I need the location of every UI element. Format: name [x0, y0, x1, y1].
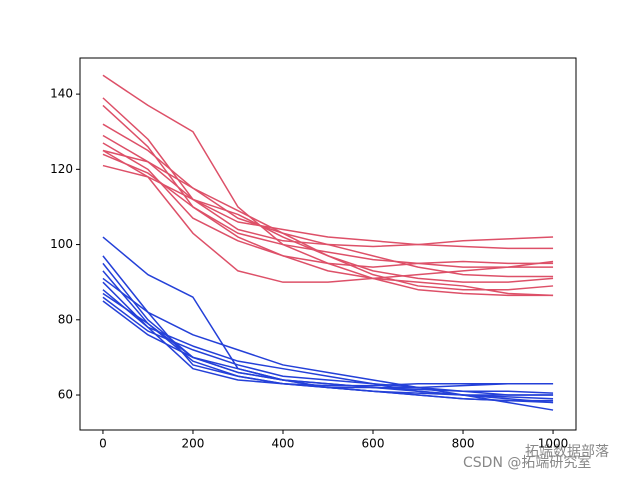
series-line — [102, 149, 554, 283]
y-tick-label: 80 — [58, 312, 73, 326]
series-line — [102, 281, 554, 404]
series-line — [102, 142, 554, 268]
watermark: 拓端数据部落 — [525, 444, 609, 460]
x-tick-label: 800 — [452, 437, 475, 451]
series-line — [102, 296, 554, 396]
series-line — [102, 262, 554, 394]
y-tick-label: 120 — [50, 162, 73, 176]
series-line — [102, 277, 554, 411]
y-tick-label: 60 — [58, 388, 73, 402]
y-tick-label: 140 — [50, 87, 73, 101]
watermark: CSDN @拓端研究室 — [463, 454, 591, 471]
series-line — [102, 153, 554, 297]
plot-frame — [79, 57, 577, 431]
series-line — [102, 164, 554, 283]
series-line — [102, 289, 554, 387]
x-tick-label: 400 — [272, 437, 295, 451]
x-tick-label: 600 — [362, 437, 385, 451]
series-line — [102, 104, 554, 268]
x-tick-label: 1000 — [538, 437, 569, 451]
series-line — [102, 97, 554, 248]
y-tick-label: 100 — [50, 237, 73, 251]
x-tick-label: 0 — [99, 437, 107, 451]
series-line — [102, 123, 554, 278]
series-line — [102, 134, 554, 250]
series-line — [102, 236, 554, 400]
series-line — [102, 300, 554, 402]
x-tick-label: 200 — [182, 437, 205, 451]
